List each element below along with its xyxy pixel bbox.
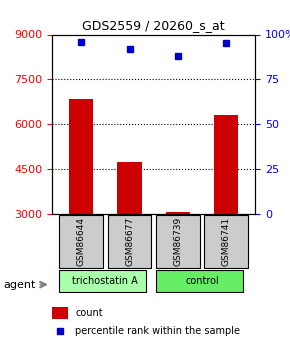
FancyBboxPatch shape — [59, 215, 103, 268]
Text: GSM86741: GSM86741 — [222, 217, 231, 266]
Title: GDS2559 / 20260_s_at: GDS2559 / 20260_s_at — [82, 19, 225, 32]
Bar — [69, 99, 93, 214]
FancyBboxPatch shape — [156, 270, 243, 292]
FancyBboxPatch shape — [156, 215, 200, 268]
Bar — [52, 307, 68, 319]
Bar — [117, 161, 142, 214]
Text: agent: agent — [3, 280, 35, 289]
FancyBboxPatch shape — [59, 270, 146, 292]
Bar — [166, 213, 190, 214]
Bar — [214, 115, 238, 214]
Text: GSM86677: GSM86677 — [125, 217, 134, 266]
Text: GSM86644: GSM86644 — [77, 217, 86, 266]
Text: trichostatin A: trichostatin A — [72, 276, 138, 286]
FancyBboxPatch shape — [108, 215, 151, 268]
FancyBboxPatch shape — [204, 215, 248, 268]
Text: percentile rank within the sample: percentile rank within the sample — [75, 326, 240, 335]
Text: control: control — [185, 276, 219, 286]
Text: count: count — [75, 308, 103, 318]
Text: GSM86739: GSM86739 — [173, 217, 182, 266]
